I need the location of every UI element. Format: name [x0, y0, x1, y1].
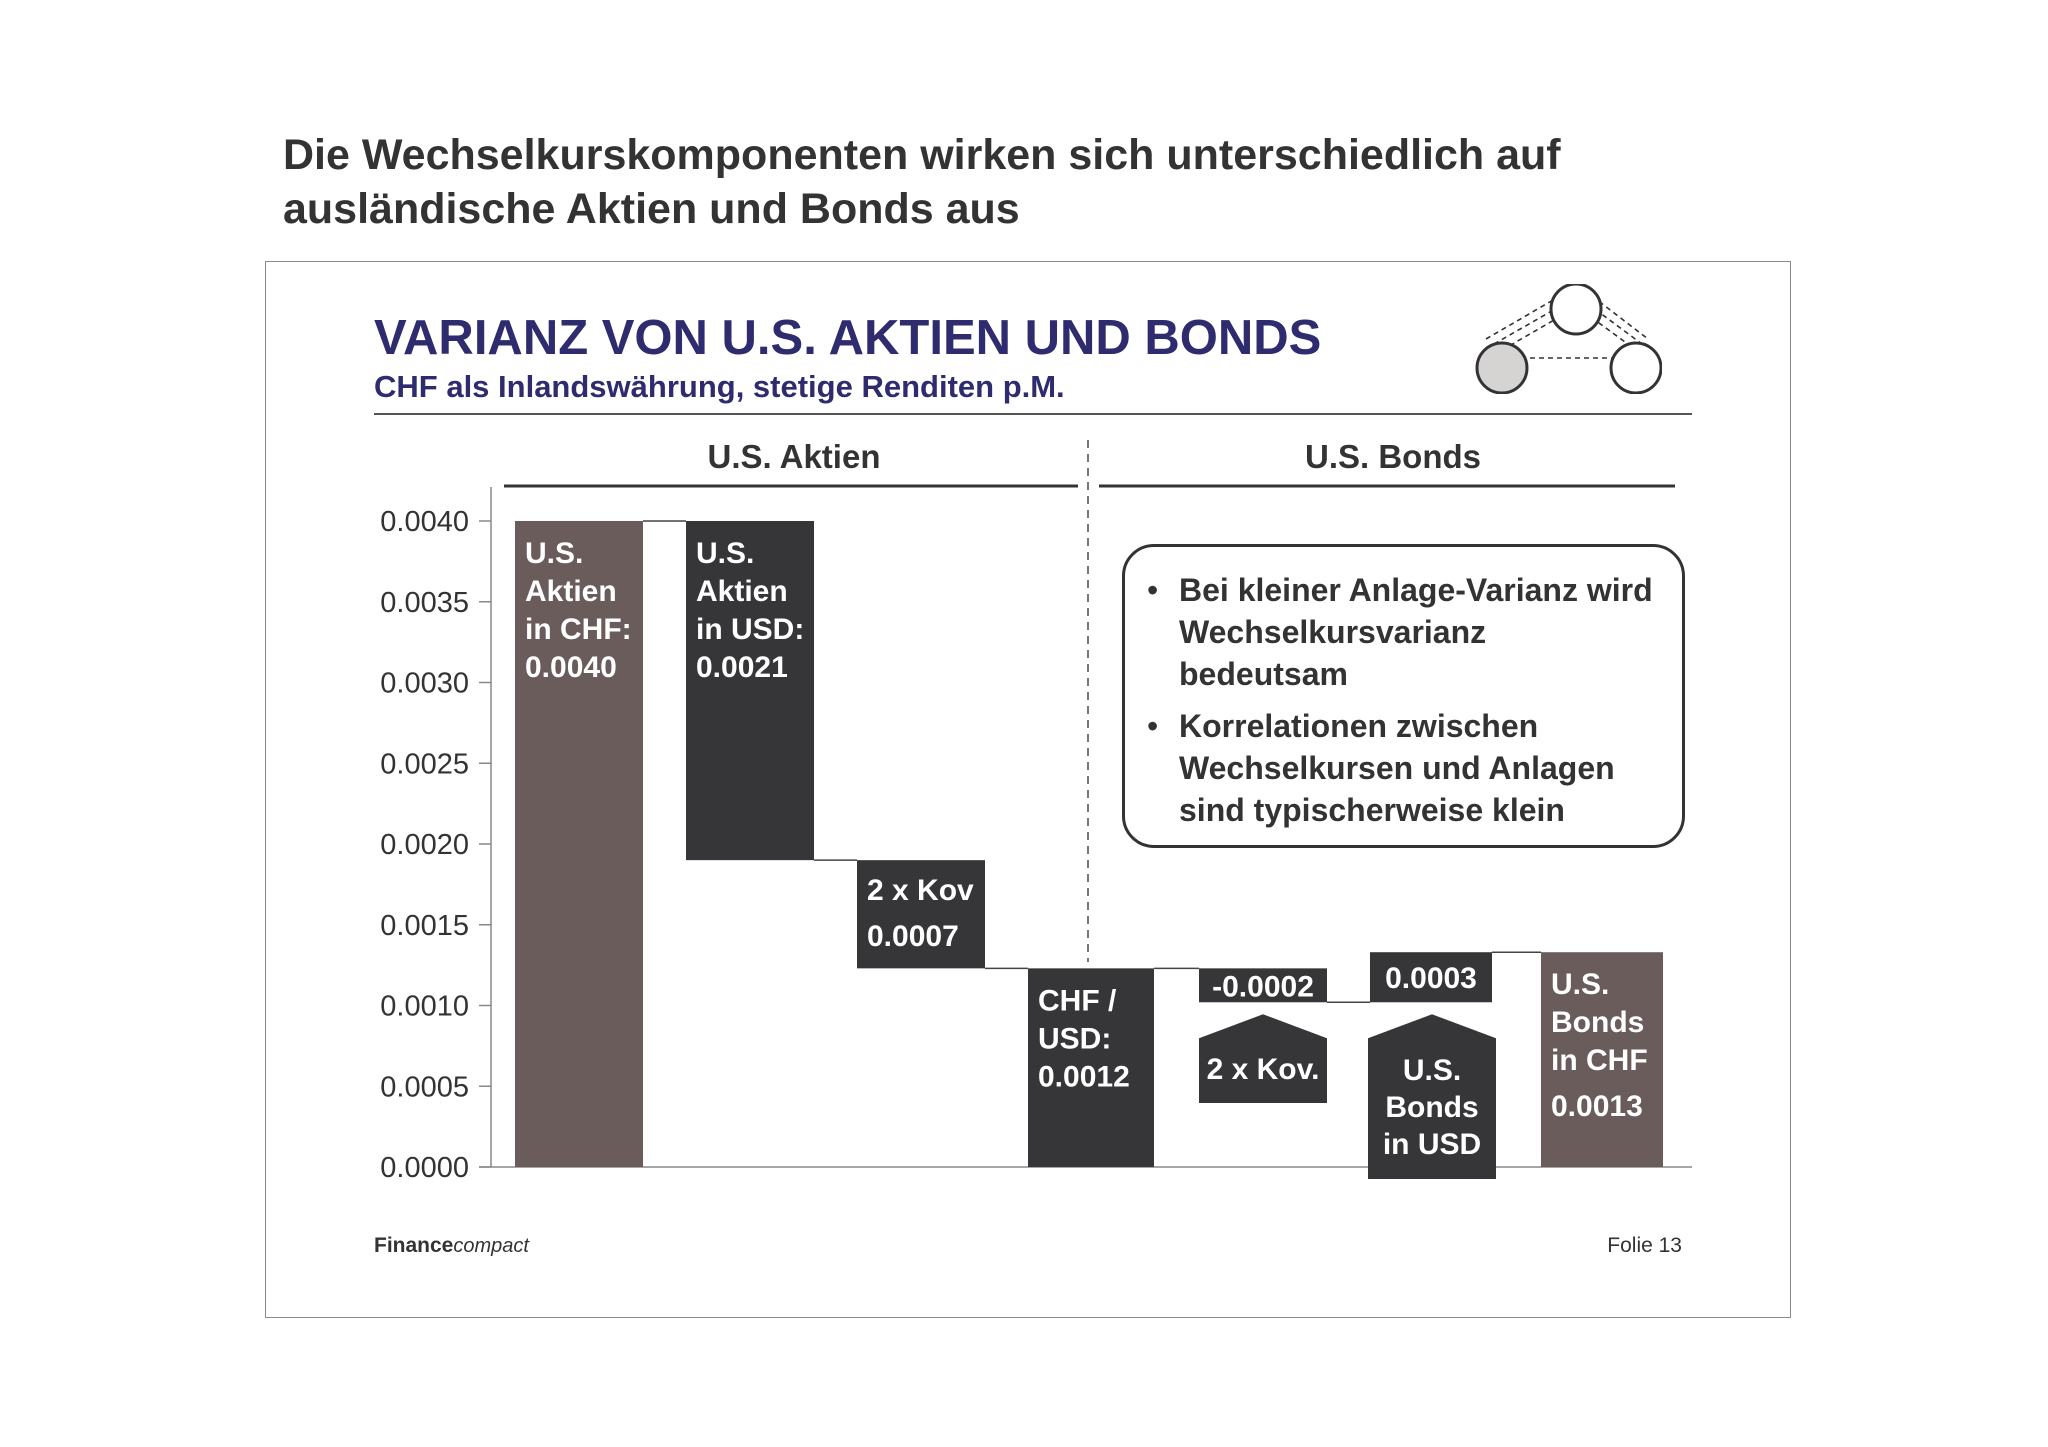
bar [1199, 968, 1327, 1003]
bar-label: CHF / [1038, 984, 1117, 1017]
bar-label: 0.0003 [1385, 962, 1477, 995]
footer-brand-bold: Finance [374, 1234, 454, 1257]
bar [686, 521, 814, 861]
bar-label: in USD: [696, 613, 804, 646]
page-title: Die Wechselkurskomponenten wirken sich u… [283, 131, 1561, 233]
bar-label: Aktien [525, 575, 617, 608]
footer-brand-italic: compact [453, 1235, 529, 1257]
slide-subtitle: CHF als Inlandswährung, stetige Renditen… [374, 369, 1065, 404]
slide-title: VARIANZ VON U.S. AKTIEN UND BONDS [374, 311, 1322, 365]
y-tick-label: 0.0030 [380, 668, 469, 700]
bar-tag-label: U.S. [1403, 1054, 1461, 1087]
footer-page-number: Folie 13 [1607, 1234, 1682, 1257]
variance-waterfall-chart: U.S. Aktien U.S. Bonds 0.0000 0.0005 0.0010 0… [380, 438, 1692, 1184]
bar-label: U.S. [1551, 968, 1609, 1001]
y-tick-label: 0.0015 [380, 910, 469, 942]
group-header: U.S. Bonds [1305, 438, 1481, 475]
bar-label: 0.0013 [1551, 1090, 1643, 1123]
bar-label: -0.0002 [1212, 970, 1314, 1003]
bar-label: USD: [1038, 1022, 1111, 1055]
bar-tag-label: 2 x Kov. [1207, 1053, 1320, 1086]
bar-label: in CHF: [525, 613, 632, 646]
y-tick-label: 0.0005 [380, 1071, 469, 1103]
bar-label: 2 x Kov [867, 874, 974, 907]
bar [857, 860, 985, 969]
note-item: Korrelationen zwischen Wechselkursen und… [1143, 705, 1662, 831]
title-divider [374, 413, 1692, 415]
bar-tag-label: in USD [1383, 1128, 1481, 1161]
bar-label: 0.0012 [1038, 1060, 1130, 1093]
bar-tag-label: Bonds [1385, 1091, 1478, 1124]
bar [1028, 968, 1154, 1167]
footer-brand: Financecompact [374, 1234, 529, 1258]
note-callout: Bei kleiner Anlage-Varianz wird Wechselk… [1122, 544, 1685, 848]
note-item: Bei kleiner Anlage-Varianz wird Wechselk… [1143, 569, 1662, 695]
y-tick-label: 0.0035 [380, 587, 469, 619]
three-circles-network-icon [1475, 284, 1662, 394]
y-tick-label: 0.0020 [380, 829, 469, 861]
group-header: U.S. Aktien [708, 438, 881, 475]
bar-label: 0.0007 [867, 920, 959, 953]
y-tick-label: 0.0010 [380, 991, 469, 1023]
slide: VARIANZ VON U.S. AKTIEN UND BONDS CHF al… [265, 261, 1791, 1318]
bar-label: U.S. [696, 537, 754, 570]
y-tick-label: 0.0040 [380, 506, 469, 538]
bar [515, 521, 643, 1167]
bar [1541, 952, 1663, 1167]
y-tick-label: 0.0025 [380, 748, 469, 780]
bar-tag [1368, 1014, 1496, 1179]
y-tick-label: 0.0000 [380, 1152, 469, 1184]
bar-label: 0.0021 [696, 651, 788, 684]
bar-label: Bonds [1551, 1006, 1644, 1039]
bar-label: Aktien [696, 575, 788, 608]
bar-label: U.S. [525, 537, 583, 570]
bar-label: in CHF [1551, 1044, 1648, 1077]
bar-tag [1199, 1014, 1327, 1103]
bar [1370, 952, 1492, 1003]
bar-label: 0.0040 [525, 651, 617, 684]
